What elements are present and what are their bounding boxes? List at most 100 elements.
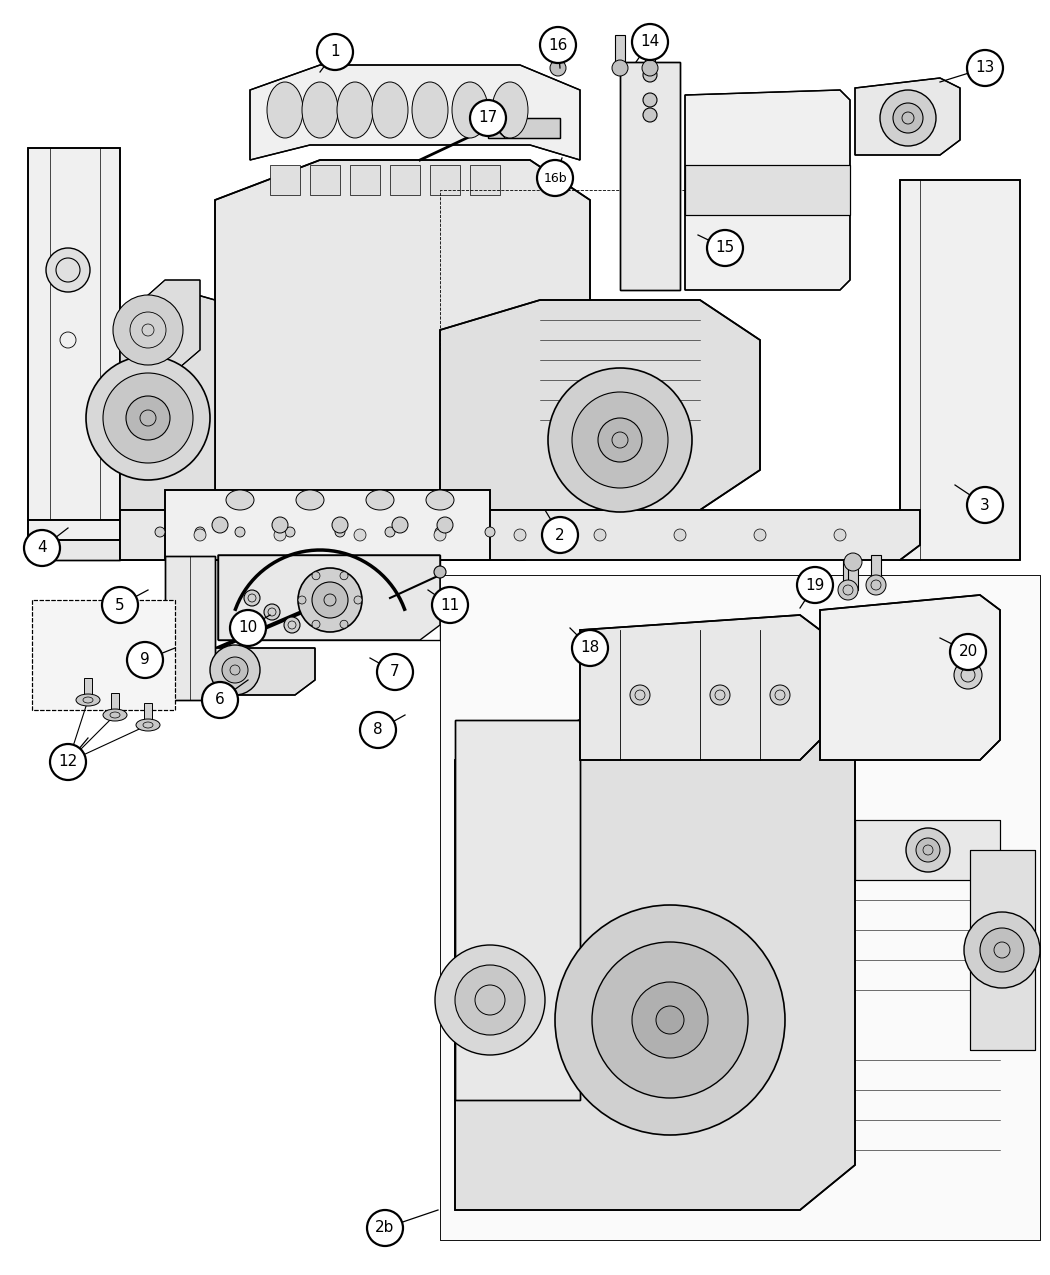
- Circle shape: [572, 391, 668, 488]
- Circle shape: [126, 397, 170, 440]
- Text: 4: 4: [37, 541, 47, 556]
- Circle shape: [360, 711, 396, 748]
- Bar: [848, 562, 858, 590]
- Circle shape: [24, 530, 60, 566]
- Circle shape: [435, 945, 545, 1054]
- Circle shape: [643, 93, 657, 107]
- Polygon shape: [218, 555, 440, 640]
- Text: 14: 14: [640, 34, 659, 50]
- Circle shape: [592, 942, 748, 1098]
- Circle shape: [235, 527, 245, 537]
- Polygon shape: [455, 720, 855, 1210]
- Circle shape: [967, 487, 1003, 523]
- Text: 7: 7: [391, 664, 400, 680]
- Polygon shape: [120, 505, 540, 560]
- Circle shape: [194, 529, 206, 541]
- Circle shape: [797, 567, 833, 603]
- Circle shape: [284, 617, 300, 632]
- Circle shape: [335, 527, 345, 537]
- Circle shape: [155, 527, 165, 537]
- Circle shape: [754, 529, 766, 541]
- Polygon shape: [970, 850, 1035, 1051]
- Circle shape: [548, 368, 692, 513]
- Circle shape: [368, 1210, 403, 1246]
- Ellipse shape: [412, 82, 448, 138]
- Circle shape: [434, 529, 446, 541]
- Text: 16: 16: [548, 37, 568, 52]
- Circle shape: [392, 516, 408, 533]
- Text: 17: 17: [479, 111, 498, 125]
- Text: 19: 19: [805, 578, 824, 593]
- Circle shape: [272, 516, 288, 533]
- Text: 12: 12: [59, 755, 78, 770]
- Polygon shape: [28, 520, 540, 541]
- Polygon shape: [215, 159, 590, 510]
- Circle shape: [892, 103, 923, 133]
- Polygon shape: [28, 520, 120, 560]
- Circle shape: [643, 108, 657, 122]
- Circle shape: [354, 595, 362, 604]
- Circle shape: [103, 374, 193, 463]
- Polygon shape: [488, 119, 560, 138]
- Polygon shape: [685, 164, 850, 215]
- Ellipse shape: [226, 490, 254, 510]
- Ellipse shape: [337, 82, 373, 138]
- Circle shape: [866, 575, 886, 595]
- Circle shape: [432, 586, 468, 623]
- Circle shape: [770, 685, 790, 705]
- Circle shape: [127, 643, 163, 678]
- Circle shape: [950, 634, 986, 669]
- Circle shape: [434, 566, 446, 578]
- Circle shape: [332, 516, 348, 533]
- Circle shape: [202, 682, 238, 718]
- Circle shape: [230, 609, 266, 646]
- Circle shape: [212, 516, 228, 533]
- Polygon shape: [350, 164, 380, 195]
- Circle shape: [210, 645, 260, 695]
- Polygon shape: [120, 289, 215, 510]
- Polygon shape: [855, 78, 960, 156]
- Ellipse shape: [492, 82, 528, 138]
- Circle shape: [312, 571, 320, 580]
- Circle shape: [340, 620, 348, 629]
- Circle shape: [674, 529, 686, 541]
- Text: 3: 3: [980, 497, 990, 513]
- Ellipse shape: [372, 82, 408, 138]
- Circle shape: [377, 654, 413, 690]
- Polygon shape: [270, 164, 300, 195]
- Circle shape: [537, 159, 573, 196]
- Circle shape: [285, 527, 295, 537]
- Circle shape: [542, 516, 578, 553]
- Circle shape: [385, 527, 395, 537]
- Circle shape: [572, 630, 608, 666]
- Circle shape: [298, 567, 362, 632]
- Circle shape: [340, 571, 348, 580]
- Text: 1: 1: [330, 45, 340, 60]
- Circle shape: [964, 912, 1040, 988]
- Text: 11: 11: [440, 598, 460, 612]
- Ellipse shape: [366, 490, 394, 510]
- Polygon shape: [250, 65, 580, 159]
- Circle shape: [656, 1006, 684, 1034]
- Bar: [84, 678, 92, 700]
- Circle shape: [485, 527, 495, 537]
- Text: 5: 5: [116, 598, 125, 612]
- Circle shape: [317, 34, 353, 70]
- Circle shape: [354, 529, 366, 541]
- Circle shape: [540, 27, 576, 62]
- Polygon shape: [28, 148, 120, 520]
- Polygon shape: [620, 62, 680, 289]
- Ellipse shape: [302, 82, 338, 138]
- Text: 13: 13: [975, 60, 994, 75]
- Text: 20: 20: [959, 644, 978, 659]
- Circle shape: [632, 982, 708, 1058]
- Circle shape: [437, 516, 453, 533]
- Circle shape: [643, 68, 657, 82]
- Ellipse shape: [103, 709, 127, 720]
- Ellipse shape: [296, 490, 324, 510]
- Circle shape: [967, 50, 1003, 85]
- Text: 8: 8: [373, 723, 383, 737]
- Circle shape: [470, 99, 506, 136]
- Ellipse shape: [452, 82, 488, 138]
- Circle shape: [906, 827, 950, 872]
